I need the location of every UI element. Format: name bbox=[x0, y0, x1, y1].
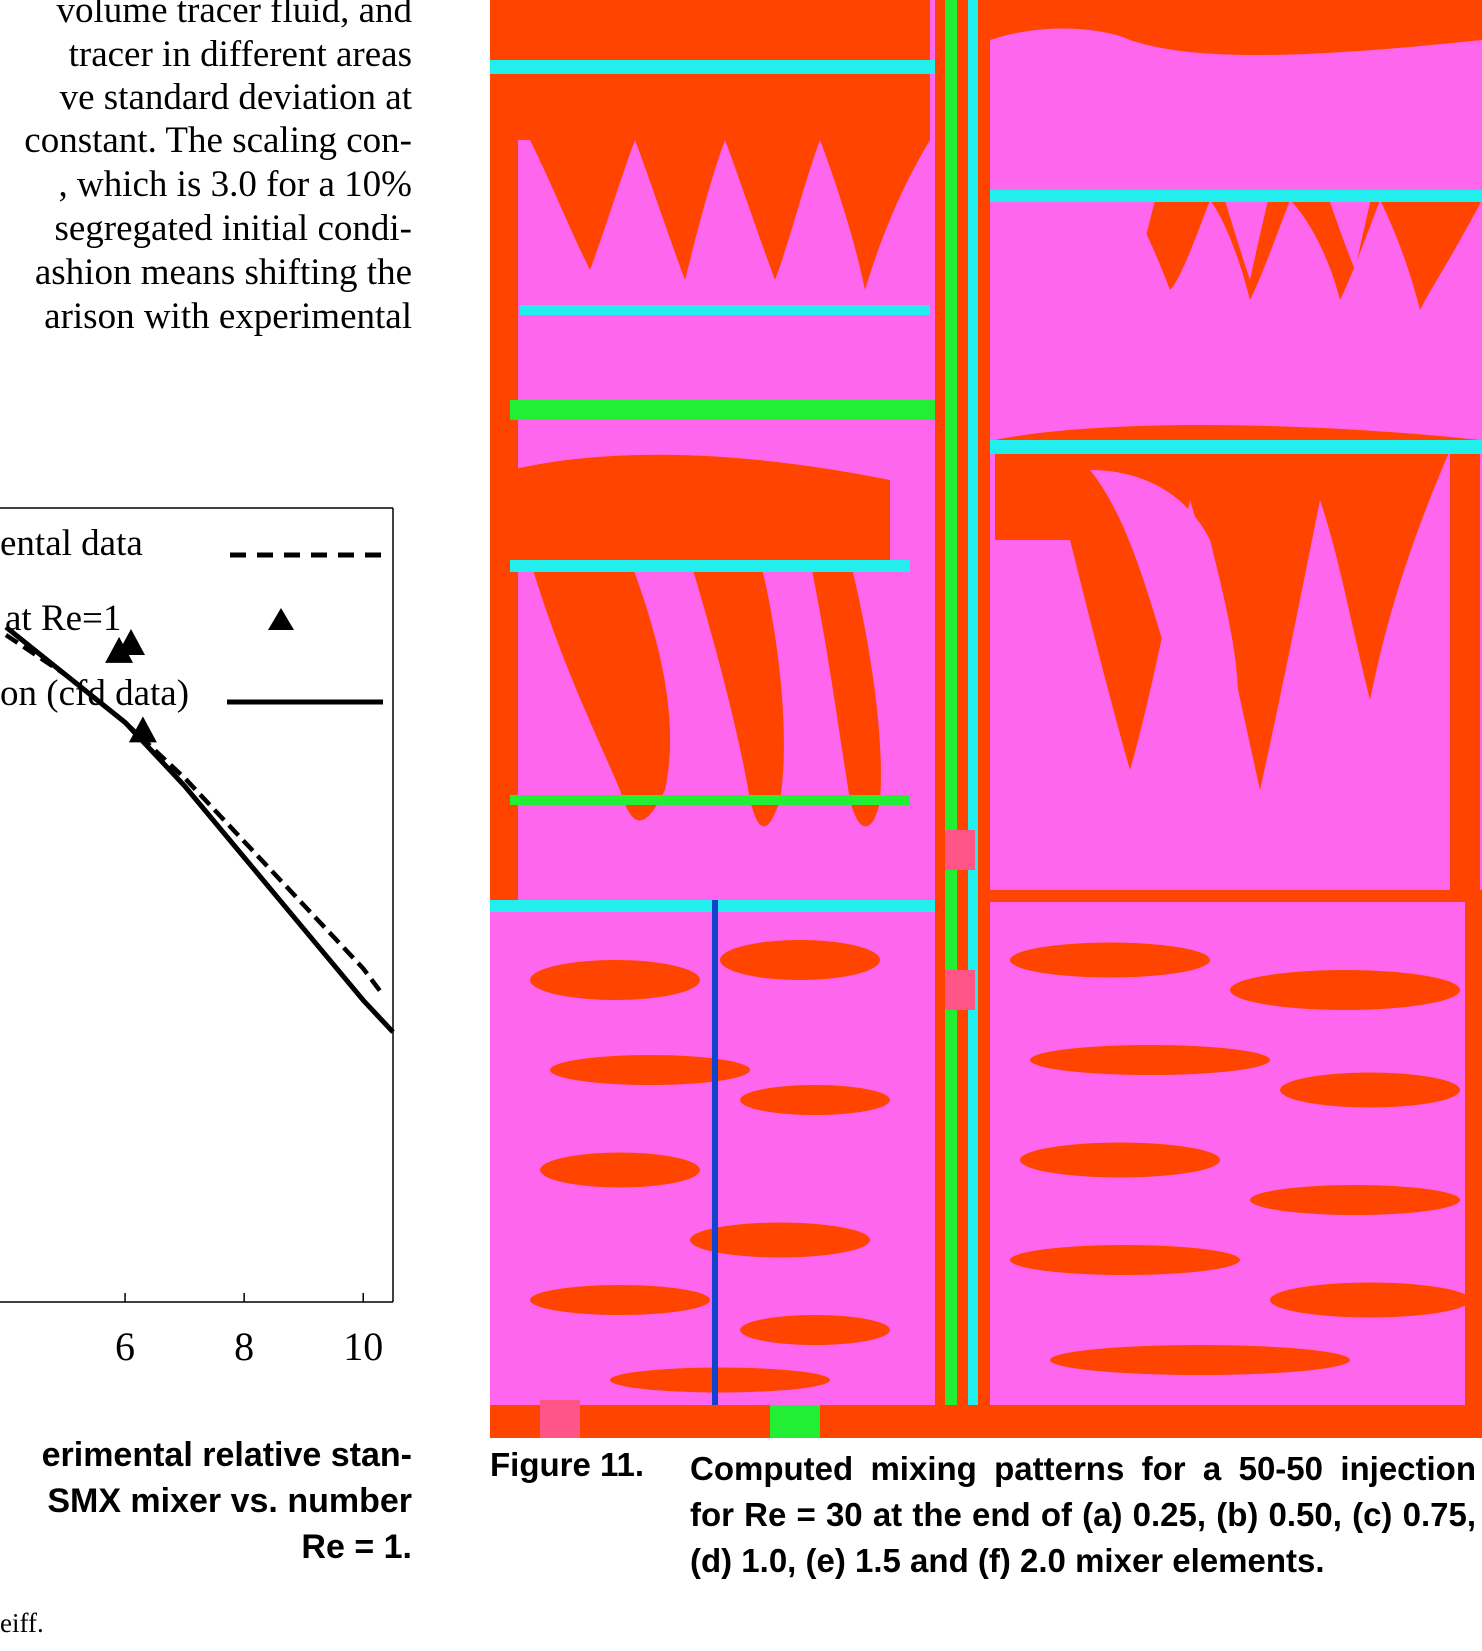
interface-band bbox=[510, 795, 910, 805]
interface-band bbox=[990, 440, 1482, 454]
tracer-region bbox=[995, 425, 1480, 900]
interface-band bbox=[990, 190, 1482, 202]
tracer-streak bbox=[740, 1315, 890, 1345]
caption-line: erimental relative stan- bbox=[41, 1436, 412, 1474]
body-text-line: segregated initial condi- bbox=[54, 208, 412, 249]
tracer-finger bbox=[530, 560, 671, 821]
x-axis-tick-labels: 6 8 10 bbox=[115, 1324, 383, 1369]
x-tick-label: 6 bbox=[115, 1324, 135, 1369]
tracer-region bbox=[510, 454, 890, 560]
body-text-line: ve standard deviation at bbox=[59, 77, 412, 118]
legend-label: on (cfd data) bbox=[0, 673, 189, 714]
cfd-data-line bbox=[4, 625, 395, 1034]
tracer-region bbox=[500, 0, 930, 95]
interface-band bbox=[490, 60, 950, 74]
interface-band bbox=[945, 0, 957, 1438]
x-axis-ticks bbox=[124, 1293, 364, 1302]
background-fluid-region bbox=[1090, 470, 1239, 768]
x-tick-label: 10 bbox=[343, 1324, 383, 1369]
tracer-streak bbox=[1280, 1072, 1460, 1108]
tracer-streak bbox=[1030, 1045, 1270, 1075]
body-text-line: , which is 3.0 for a 10% bbox=[58, 164, 413, 205]
tracer-wall bbox=[1465, 900, 1482, 1438]
tracer-streak bbox=[1050, 1345, 1350, 1375]
interface-line bbox=[712, 900, 718, 1420]
body-text-line: arison with experimental bbox=[44, 296, 412, 337]
interface-band bbox=[520, 305, 930, 315]
mixing-cell bbox=[945, 970, 975, 1010]
interface-band bbox=[968, 0, 978, 1438]
legend-triangle-marker-swatch bbox=[268, 608, 294, 630]
tracer-streak bbox=[1270, 1282, 1470, 1318]
figure-label: Figure 11. bbox=[490, 1446, 645, 1483]
background-fluid-region bbox=[1050, 60, 1400, 280]
tracer-band bbox=[990, 890, 1482, 902]
tracer-streak bbox=[740, 1085, 890, 1115]
tracer-streak bbox=[530, 1285, 710, 1315]
tracer-streak bbox=[540, 1152, 700, 1188]
mixing-cell bbox=[770, 1405, 820, 1438]
figure-credit: eiff. bbox=[0, 1608, 44, 1638]
mixing-cell bbox=[945, 830, 975, 870]
body-text-line: tracer in different areas bbox=[68, 34, 412, 75]
body-text-column: volume tracer fluid, and tracer in diffe… bbox=[0, 0, 416, 430]
tracer-streak bbox=[1230, 970, 1460, 1010]
tracer-finger bbox=[690, 560, 784, 827]
tracer-finger-region bbox=[500, 95, 930, 290]
tracer-wall bbox=[490, 0, 518, 900]
legend: ental data at Re=1 on (cfd data) bbox=[0, 523, 385, 714]
tracer-streak bbox=[1010, 1245, 1240, 1275]
caption-line: Re = 1. bbox=[301, 1528, 412, 1566]
tracer-band bbox=[490, 1405, 1482, 1438]
body-text-line: constant. The scaling con- bbox=[24, 120, 412, 161]
tracer-streak bbox=[550, 1055, 750, 1085]
legend-label: ental data bbox=[0, 523, 143, 564]
tracer-streak bbox=[720, 940, 880, 980]
interface-band bbox=[510, 400, 950, 420]
mixing-cell bbox=[540, 1400, 580, 1438]
tracer-divider bbox=[935, 0, 990, 1438]
tracer-streak bbox=[1010, 942, 1210, 978]
tracer-streak bbox=[1250, 1185, 1460, 1215]
data-point-triangle bbox=[105, 636, 134, 663]
relative-std-deviation-chart: 6 8 10 ental data at Re=1 on (cfd data) bbox=[0, 507, 395, 1369]
interface-band bbox=[510, 560, 910, 572]
caption-line: SMX mixer vs. number bbox=[47, 1482, 412, 1520]
mixing-patterns-figure bbox=[490, 0, 1482, 1438]
mixing-pattern-blobs bbox=[490, 0, 1482, 1438]
tracer-streak bbox=[1020, 1142, 1220, 1178]
figure-caption-text: Computed mixing patterns for a 50-50 inj… bbox=[690, 1450, 1476, 1579]
body-text-line: volume tracer fluid, and bbox=[56, 0, 412, 31]
plot-series bbox=[4, 625, 395, 1034]
data-point-triangle bbox=[117, 628, 145, 655]
tracer-streak bbox=[690, 1222, 870, 1258]
tracer-finger bbox=[810, 560, 881, 827]
body-text-line: ashion means shifting the bbox=[34, 252, 412, 293]
tracer-streak bbox=[530, 960, 700, 1000]
tracer-streak bbox=[610, 1367, 830, 1393]
x-tick-label: 8 bbox=[234, 1324, 254, 1369]
legend-label: at Re=1 bbox=[5, 598, 121, 639]
